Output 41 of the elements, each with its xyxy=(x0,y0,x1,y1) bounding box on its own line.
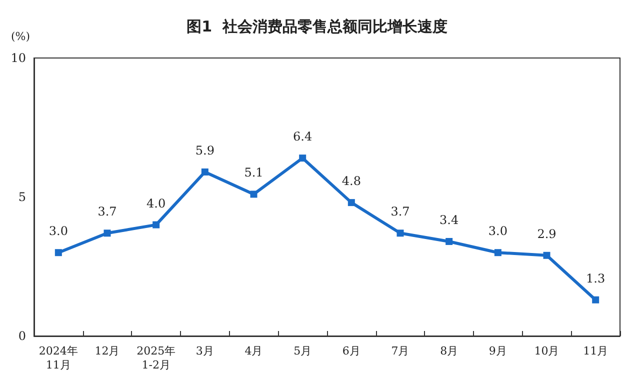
point xyxy=(446,238,453,245)
x-tick-label: 3月 xyxy=(196,344,214,358)
chart-title: 图1 社会消费品零售总额同比增长速度 xyxy=(186,18,448,36)
data-label: 3.0 xyxy=(488,224,508,238)
x-tick-label: 11月 xyxy=(583,344,608,358)
data-label: 1.3 xyxy=(586,271,606,286)
point xyxy=(348,199,355,206)
x-tick-label: 12月 xyxy=(94,344,120,358)
data-label: 5.1 xyxy=(244,166,264,180)
data-label: 4.8 xyxy=(342,174,361,188)
point xyxy=(299,154,306,162)
point xyxy=(250,190,258,198)
point xyxy=(494,249,502,256)
data-label: 3.0 xyxy=(48,224,68,238)
y-tick-label: 10 xyxy=(10,51,26,65)
point xyxy=(592,296,600,304)
x-tick-label: 9月 xyxy=(488,344,507,358)
x-tick-label: 5月 xyxy=(294,344,312,358)
point xyxy=(543,252,550,259)
data-label: 6.4 xyxy=(293,130,312,144)
y-tick-label: 5 xyxy=(18,190,26,204)
data-label: 5.9 xyxy=(195,143,214,158)
point xyxy=(104,230,111,237)
x-tick-label: 6月 xyxy=(342,344,360,358)
point xyxy=(396,230,404,237)
x-tick-label: 8月 xyxy=(440,344,458,358)
data-label: 3.4 xyxy=(440,212,459,227)
x-tick-label: 4月 xyxy=(244,344,263,358)
x-tick-label: 2024年 11月 xyxy=(38,344,78,372)
point xyxy=(201,168,208,176)
data-label: 3.7 xyxy=(98,204,117,219)
y-tick-label: 0 xyxy=(18,329,26,343)
data-label: 2.9 xyxy=(537,226,556,241)
point xyxy=(54,249,62,256)
point xyxy=(152,221,160,228)
x-tick-label: 2025年 1-2月 xyxy=(136,344,176,372)
x-tick-label: 7月 xyxy=(391,344,410,358)
data-label: 4.0 xyxy=(146,196,166,210)
x-tick-label: 10月 xyxy=(534,344,560,358)
y-axis-title: (%) xyxy=(10,30,30,43)
data-label: 3.7 xyxy=(390,204,410,219)
